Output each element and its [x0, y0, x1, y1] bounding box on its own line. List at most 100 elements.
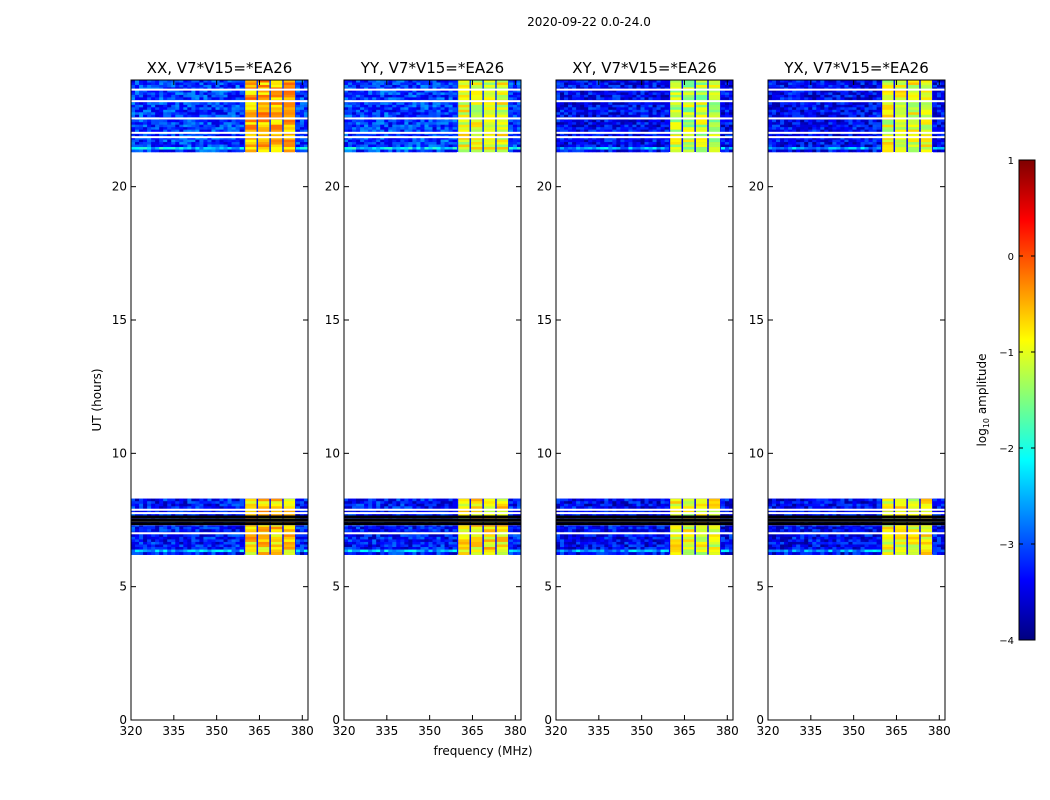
band-cell	[258, 89, 270, 93]
band-cell	[258, 97, 270, 101]
heat-cell	[191, 139, 196, 143]
heat-cell	[616, 84, 621, 88]
heat-cell	[600, 129, 605, 133]
heat-cell	[191, 114, 196, 118]
heat-cell	[303, 534, 308, 538]
heat-cell	[448, 112, 453, 116]
heat-cell	[207, 144, 212, 148]
heat-cell	[187, 112, 192, 116]
heat-cell	[620, 137, 625, 140]
heat-cell	[508, 139, 514, 143]
heat-cell	[179, 498, 184, 502]
heat-cell	[384, 142, 389, 145]
heat-cell	[155, 149, 160, 153]
heat-cell	[452, 114, 457, 118]
heat-cell	[147, 80, 152, 83]
heat-cell	[596, 94, 601, 98]
heat-cell	[295, 102, 301, 106]
heat-cell	[352, 513, 357, 517]
heat-cell	[392, 124, 397, 128]
heat-cell	[199, 129, 204, 133]
heat-cell	[592, 94, 597, 98]
heat-cell	[656, 109, 661, 113]
heat-cell	[360, 114, 365, 118]
band-cell	[258, 549, 270, 553]
heat-cell	[303, 139, 308, 143]
heat-cell	[203, 107, 208, 111]
heat-cell	[215, 144, 220, 148]
heat-cell	[620, 506, 625, 510]
heat-cell	[632, 122, 637, 125]
heat-cell	[508, 122, 514, 125]
heat-cell	[440, 80, 445, 83]
heat-cell	[147, 506, 152, 510]
heat-cell	[652, 137, 657, 140]
heat-cell	[195, 119, 200, 123]
heat-cell	[616, 107, 621, 111]
heat-cell	[167, 552, 172, 555]
heat-cell	[151, 549, 156, 553]
heat-cell	[231, 129, 236, 133]
band-cell	[245, 127, 257, 130]
heat-cell	[175, 124, 180, 128]
heat-cell	[135, 513, 140, 517]
heat-cell	[400, 129, 405, 133]
heat-cell	[384, 127, 389, 130]
band-cell	[683, 112, 695, 116]
band-cell	[708, 82, 721, 86]
heat-cell	[191, 127, 196, 130]
heat-cell	[211, 89, 216, 93]
heat-cell	[400, 80, 405, 83]
heat-cell	[231, 104, 236, 108]
heat-cell	[372, 112, 377, 116]
heat-cell	[608, 112, 613, 116]
heat-cell	[444, 84, 449, 88]
heat-cell	[452, 526, 457, 530]
heat-cell	[448, 513, 453, 517]
heat-cell	[175, 80, 180, 83]
heat-cell	[516, 114, 521, 118]
heat-cell	[388, 82, 393, 86]
heat-cell	[560, 134, 565, 138]
heat-cell	[428, 503, 433, 507]
heat-cell	[239, 144, 244, 148]
heat-cell	[159, 524, 164, 527]
heat-cell	[628, 142, 633, 145]
heat-cell	[376, 137, 381, 140]
heat-cell	[424, 149, 429, 153]
heat-cell	[664, 134, 669, 138]
heat-cell	[175, 149, 180, 153]
heat-cell	[372, 552, 377, 555]
band-cell	[458, 544, 470, 548]
heat-cell	[664, 84, 669, 88]
band-cell	[683, 127, 695, 130]
heat-cell	[436, 552, 441, 555]
heat-cell	[219, 89, 224, 93]
heat-cell	[231, 529, 236, 533]
heat-cell	[440, 547, 445, 550]
heat-cell	[436, 541, 441, 545]
heat-cell	[644, 122, 649, 125]
heat-cell	[440, 114, 445, 118]
heat-cell	[612, 80, 617, 83]
heat-cell	[147, 129, 152, 133]
band-cell	[258, 147, 270, 150]
heat-cell	[360, 544, 365, 548]
heat-cell	[432, 498, 437, 502]
heat-cell	[572, 94, 577, 98]
heat-cell	[295, 544, 301, 548]
heat-cell	[604, 97, 609, 101]
heat-cell	[412, 524, 417, 527]
heat-cell	[404, 102, 409, 106]
heat-cell	[167, 147, 172, 150]
band-cell	[245, 107, 257, 111]
band-cell	[270, 124, 283, 128]
heat-cell	[644, 142, 649, 145]
heat-cell	[388, 139, 393, 143]
heat-cell	[448, 92, 453, 96]
heat-cell	[728, 92, 733, 96]
flag-row	[344, 515, 521, 519]
heat-cell	[628, 119, 633, 123]
heat-cell	[652, 134, 657, 138]
heat-cell	[648, 134, 653, 138]
